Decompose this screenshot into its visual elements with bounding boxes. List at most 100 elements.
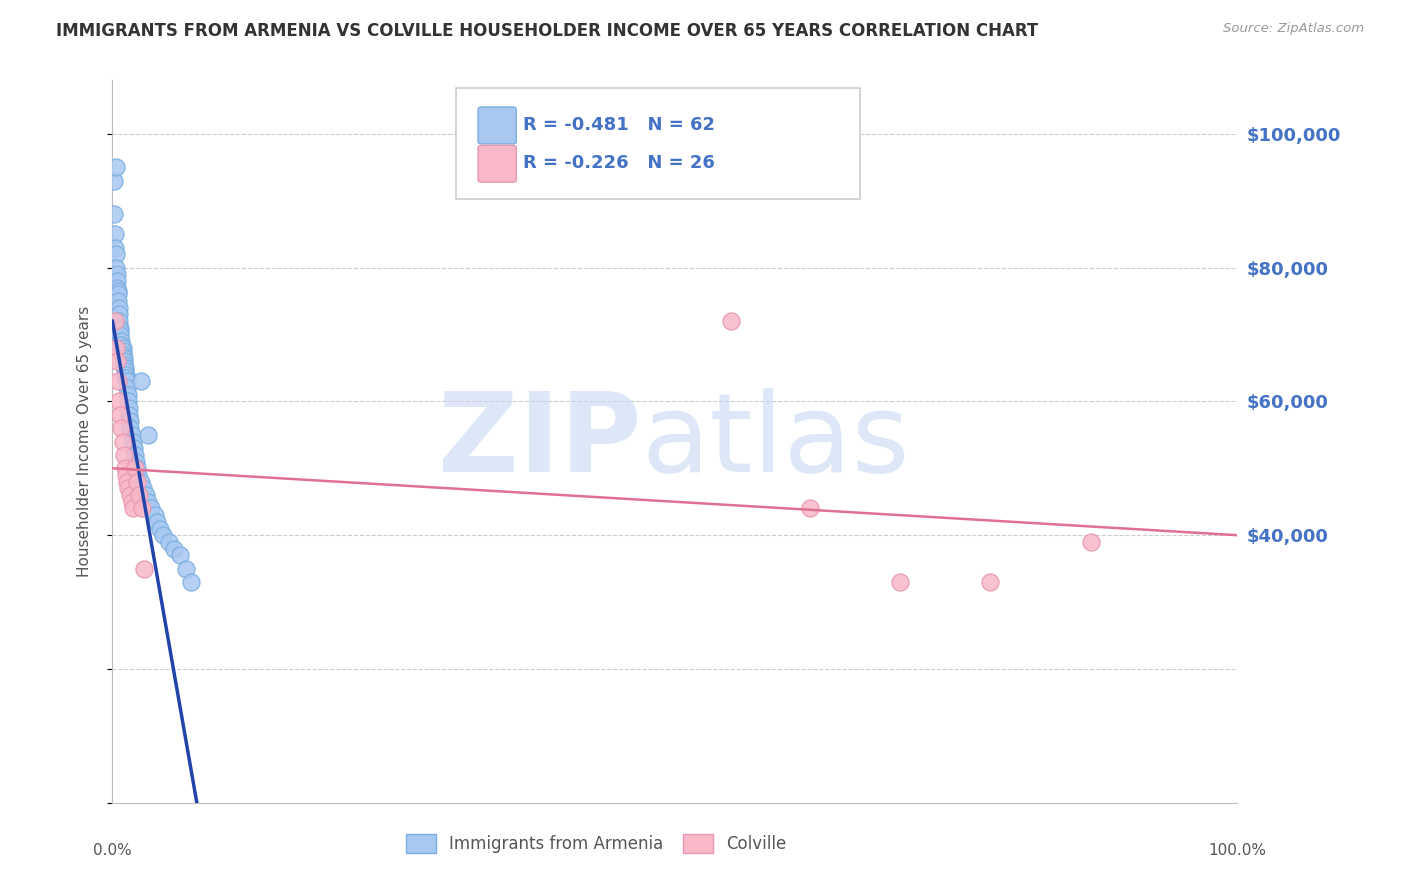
Text: R = -0.481   N = 62: R = -0.481 N = 62	[523, 116, 716, 134]
Text: atlas: atlas	[641, 388, 910, 495]
Point	[107, 293, 129, 308]
Point	[107, 284, 129, 298]
Text: 100.0%: 100.0%	[1208, 843, 1267, 858]
Point	[132, 562, 155, 576]
Point	[127, 461, 149, 475]
Point	[112, 354, 135, 368]
Point	[105, 354, 128, 368]
Text: ZIP: ZIP	[437, 388, 641, 495]
Point	[104, 260, 127, 275]
Text: R = -0.226   N = 26: R = -0.226 N = 26	[523, 154, 714, 172]
Point	[117, 387, 139, 401]
Point	[149, 521, 172, 535]
Point	[112, 351, 135, 365]
Point	[105, 281, 128, 295]
FancyBboxPatch shape	[478, 107, 516, 144]
Point	[799, 501, 821, 516]
Point	[120, 488, 142, 502]
Point	[124, 448, 146, 462]
Point	[979, 575, 1001, 590]
Point	[110, 324, 132, 338]
Point	[139, 501, 162, 516]
Point	[127, 467, 149, 482]
Point	[115, 375, 138, 389]
Point	[110, 327, 132, 342]
Y-axis label: Householder Income Over 65 years: Householder Income Over 65 years	[77, 306, 91, 577]
Point	[107, 375, 129, 389]
Point	[103, 207, 125, 221]
Point	[121, 501, 143, 516]
Point	[135, 488, 157, 502]
Point	[118, 408, 141, 422]
Point	[110, 320, 132, 334]
Point	[118, 401, 141, 416]
Point	[121, 434, 143, 449]
Point	[889, 575, 911, 590]
Text: IMMIGRANTS FROM ARMENIA VS COLVILLE HOUSEHOLDER INCOME OVER 65 YEARS CORRELATION: IMMIGRANTS FROM ARMENIA VS COLVILLE HOUS…	[56, 22, 1039, 40]
Point	[132, 482, 155, 496]
Point	[117, 394, 139, 409]
Point	[129, 375, 152, 389]
Legend: Immigrants from Armenia, Colville: Immigrants from Armenia, Colville	[399, 827, 793, 860]
Point	[115, 371, 138, 385]
Point	[169, 548, 191, 563]
Point	[115, 467, 138, 482]
Point	[108, 307, 131, 321]
Point	[104, 227, 127, 241]
Point	[114, 364, 136, 378]
Point	[104, 314, 127, 328]
Point	[122, 441, 145, 455]
Point	[103, 173, 125, 188]
Point	[120, 414, 142, 428]
Point	[104, 161, 127, 175]
Point	[143, 508, 166, 523]
Text: 0.0%: 0.0%	[93, 843, 132, 858]
Point	[129, 475, 152, 489]
Point	[108, 314, 131, 328]
Point	[117, 482, 139, 496]
Point	[131, 501, 153, 516]
Text: Source: ZipAtlas.com: Source: ZipAtlas.com	[1223, 22, 1364, 36]
Point	[108, 394, 131, 409]
Point	[104, 240, 127, 255]
Point	[111, 341, 134, 355]
FancyBboxPatch shape	[478, 145, 516, 182]
FancyBboxPatch shape	[456, 87, 860, 200]
Point	[105, 268, 128, 282]
Point	[115, 381, 138, 395]
Point	[104, 341, 127, 355]
Point	[720, 314, 742, 328]
Point	[1080, 534, 1102, 549]
Point	[110, 334, 132, 348]
Point	[105, 274, 128, 288]
Point	[110, 421, 132, 435]
Point	[112, 358, 135, 372]
Point	[108, 301, 131, 315]
Point	[111, 348, 134, 362]
Point	[115, 475, 138, 489]
Point	[138, 427, 160, 442]
Point	[146, 515, 169, 529]
Point	[124, 461, 146, 475]
Point	[112, 448, 135, 462]
Point	[157, 534, 180, 549]
Point	[174, 562, 197, 576]
Point	[121, 427, 143, 442]
Point	[120, 421, 142, 435]
Point	[152, 528, 174, 542]
Point	[138, 494, 160, 508]
Point	[110, 408, 132, 422]
Point	[104, 247, 127, 261]
Point	[110, 337, 132, 351]
Point	[125, 454, 148, 469]
Point	[114, 461, 136, 475]
Point	[111, 344, 134, 359]
Point	[127, 475, 149, 489]
Point	[115, 368, 138, 382]
Point	[111, 434, 134, 449]
Point	[121, 494, 143, 508]
Point	[163, 541, 186, 556]
Point	[107, 287, 129, 301]
Point	[128, 488, 150, 502]
Point	[180, 575, 202, 590]
